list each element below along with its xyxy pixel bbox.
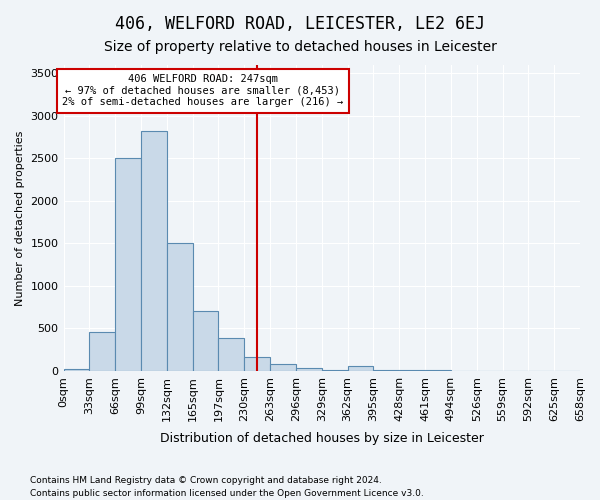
Bar xyxy=(244,358,270,371)
Bar xyxy=(64,369,89,371)
Bar xyxy=(270,364,296,371)
Text: Contains public sector information licensed under the Open Government Licence v3: Contains public sector information licen… xyxy=(30,488,424,498)
Text: Contains HM Land Registry data © Crown copyright and database right 2024.: Contains HM Land Registry data © Crown c… xyxy=(30,476,382,485)
Bar xyxy=(193,311,218,371)
Text: 406 WELFORD ROAD: 247sqm
← 97% of detached houses are smaller (8,453)
2% of semi: 406 WELFORD ROAD: 247sqm ← 97% of detach… xyxy=(62,74,344,108)
Bar xyxy=(141,132,167,371)
Bar xyxy=(373,370,399,371)
Bar xyxy=(115,158,141,371)
Bar xyxy=(167,242,193,371)
Text: Size of property relative to detached houses in Leicester: Size of property relative to detached ho… xyxy=(104,40,496,54)
Bar xyxy=(322,370,347,371)
Bar xyxy=(218,338,244,371)
Bar xyxy=(296,368,322,371)
Bar xyxy=(89,332,115,371)
Y-axis label: Number of detached properties: Number of detached properties xyxy=(15,130,25,306)
Bar xyxy=(347,366,373,371)
Bar xyxy=(399,370,425,371)
X-axis label: Distribution of detached houses by size in Leicester: Distribution of detached houses by size … xyxy=(160,432,484,445)
Text: 406, WELFORD ROAD, LEICESTER, LE2 6EJ: 406, WELFORD ROAD, LEICESTER, LE2 6EJ xyxy=(115,15,485,33)
